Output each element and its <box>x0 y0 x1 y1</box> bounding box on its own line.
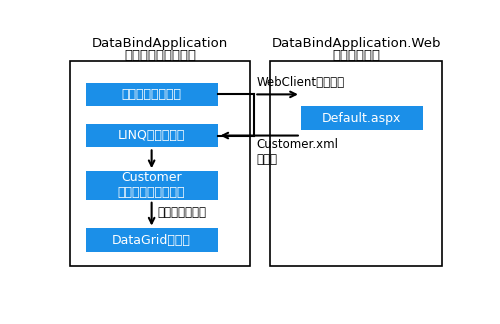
Text: WebClientメソッド: WebClientメソッド <box>256 76 344 89</box>
Bar <box>86 83 218 106</box>
Text: DataBindApplication.Web: DataBindApplication.Web <box>272 37 441 50</box>
Bar <box>86 171 218 200</box>
Text: Customer
クラスオブジェクト: Customer クラスオブジェクト <box>118 171 186 200</box>
Text: （サーバ側）: （サーバ側） <box>332 49 380 62</box>
Text: バインディング: バインディング <box>158 206 206 219</box>
Text: Customer.xml
の内容: Customer.xml の内容 <box>256 138 338 166</box>
Bar <box>301 106 423 130</box>
Bar <box>86 124 218 147</box>
Text: LINQによる処理: LINQによる処理 <box>118 129 186 142</box>
Bar <box>70 61 250 266</box>
Text: DataGridへ出力: DataGridへ出力 <box>112 234 191 247</box>
Text: DataBindApplication: DataBindApplication <box>92 37 228 50</box>
Bar <box>270 61 442 266</box>
Text: イベントハンドラ: イベントハンドラ <box>122 88 182 101</box>
Text: （クライアント側）: （クライアント側） <box>124 49 196 62</box>
Bar <box>86 228 218 252</box>
Text: Default.aspx: Default.aspx <box>322 111 402 125</box>
